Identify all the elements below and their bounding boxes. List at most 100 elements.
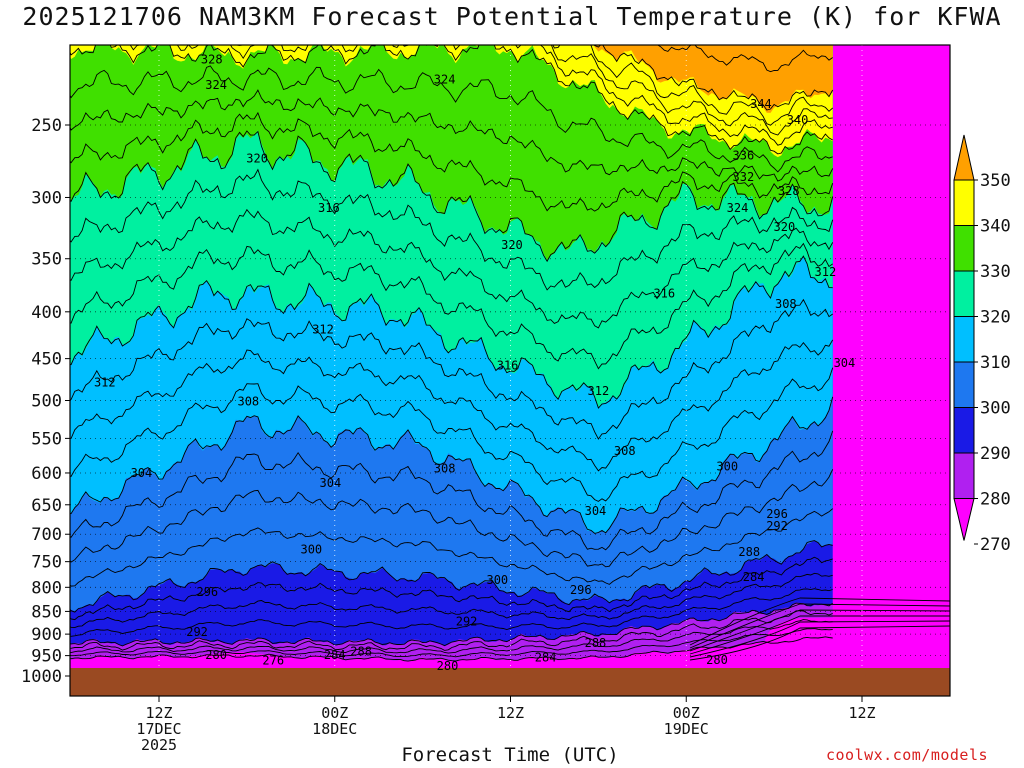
contour-label: 296 [766, 507, 788, 521]
site-credit[interactable]: coolwx.com/models [826, 746, 989, 764]
surface-cold-layer [70, 652, 460, 668]
band-340 [70, 45, 833, 158]
color-filled-bands [70, 45, 950, 696]
contour-label: 292 [766, 519, 788, 533]
contour-line-4 [70, 602, 833, 647]
contour-label: 324 [205, 78, 227, 92]
colorbar-label: 310 [980, 353, 1011, 373]
contour-line-32 [689, 625, 950, 661]
x-tick-label: 18DEC [312, 720, 357, 738]
contour-label: 316 [653, 287, 675, 301]
contour-label: 308 [434, 461, 456, 475]
y-tick-label: 750 [31, 553, 62, 573]
contour-label: 332 [292, 29, 314, 43]
y-tick-label: 600 [31, 464, 62, 484]
contour-line-5 [70, 588, 833, 637]
contour-label: 308 [775, 297, 797, 311]
x-tick-label: 12Z [497, 704, 524, 722]
y-tick-label: 300 [31, 188, 62, 208]
contour-label: 304 [585, 504, 607, 518]
y-tick-label: 250 [31, 116, 62, 136]
contour-line-2 [70, 619, 833, 654]
x-tick-label: 12Z [848, 704, 875, 722]
contour-line-7 [70, 556, 833, 621]
band-350 [593, 45, 833, 113]
contour-line-10 [70, 469, 834, 568]
x-tick-label: 00Z [673, 704, 700, 722]
contour-line-6 [70, 572, 833, 629]
contour-label: 300 [300, 542, 322, 556]
contour-line-27 [552, 45, 834, 126]
contour-label: 324 [434, 73, 456, 87]
contour-line-3 [70, 610, 833, 651]
contour-line-25 [129, 45, 833, 146]
contour-label: 324 [727, 201, 749, 215]
contour-line-9 [70, 508, 833, 587]
contour-label: 304 [320, 476, 342, 490]
colorbar-label: 290 [980, 444, 1011, 464]
y-tick-label: 550 [31, 429, 62, 449]
contour-label: 328 [201, 52, 223, 66]
contour-label: 300 [716, 459, 738, 473]
colorbar-label: 270 [980, 535, 1011, 555]
contour-label: 320 [246, 152, 268, 166]
contour-label: 312 [94, 376, 116, 390]
colorbar-swatch [953, 452, 975, 499]
contour-label: 296 [196, 585, 218, 599]
contour-line-23 [70, 65, 833, 173]
colorbar-label: 350 [980, 171, 1011, 191]
contour-label: 308 [237, 394, 259, 408]
contour-label: 280 [706, 653, 728, 667]
y-tick-label: 650 [31, 496, 62, 516]
chart-title: 2025121706 NAM3KM Forecast Potential Tem… [22, 2, 1002, 31]
contour-label: 300 [486, 573, 508, 587]
y-tick-label: 450 [31, 350, 62, 370]
contour-label: 296 [570, 583, 592, 597]
contour-label: 336 [128, 0, 150, 12]
contour-label: 292 [456, 615, 478, 629]
y-tick-label: 700 [31, 525, 62, 545]
contour-label: 344 [750, 97, 772, 111]
y-tick-label: 950 [31, 647, 62, 667]
y-tick-label: 350 [31, 250, 62, 270]
contour-line-19 [70, 168, 834, 291]
contour-label: 312 [312, 322, 334, 336]
contour-line-21 [70, 111, 834, 212]
colorbar-label: 330 [980, 262, 1011, 282]
contour-line-20 [70, 130, 834, 263]
contour-label: 280 [437, 659, 459, 673]
contour-labels: 336 328 324 332 328 324 348 344 340 336 332 328 324 3… [94, 0, 855, 673]
ground-surface [70, 668, 950, 696]
y-tick-label: 800 [31, 578, 62, 598]
contour-label: 312 [588, 384, 610, 398]
y-tick-label: 900 [31, 625, 62, 645]
contour-line-26 [235, 45, 833, 136]
x-axis-title: Forecast Time (UTC) [401, 744, 619, 766]
contour-label: 292 [186, 625, 208, 639]
colorbar-swatch [953, 316, 975, 363]
colorbar-top-arrow [953, 134, 975, 181]
y-tick-label: 400 [31, 303, 62, 323]
contour-line-0 [70, 636, 833, 662]
contour-line-11 [70, 430, 834, 551]
contour-label-bg-0 [125, 0, 151, 11]
contour-line-22 [70, 89, 834, 182]
contour-label: 348 [675, 15, 697, 29]
contour-label: 328 [778, 184, 800, 198]
contour-line-18 [70, 208, 834, 329]
y-tick-label: 1000 [21, 667, 62, 687]
contour-label: 280 [205, 648, 227, 662]
contour-label: 284 [743, 570, 765, 584]
contour-line-1 [70, 628, 833, 658]
x-tick-label: 17DEC [136, 720, 181, 738]
contour-line-8 [70, 540, 833, 613]
contour-line-28 [593, 45, 834, 111]
x-tick-label: 12Z [145, 704, 172, 722]
contour-line-14 [70, 339, 834, 472]
contour-label: 340 [787, 113, 809, 127]
colorbar-swatch [953, 407, 975, 454]
contour-label: 288 [738, 545, 760, 559]
contour-label: 320 [501, 238, 523, 252]
